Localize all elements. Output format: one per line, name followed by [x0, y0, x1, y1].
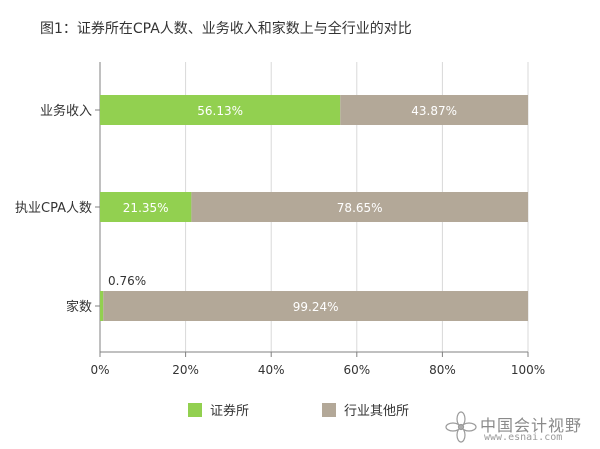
- flower-icon: [445, 411, 477, 443]
- data-label: 56.13%: [197, 104, 243, 118]
- data-label: 21.35%: [123, 201, 169, 215]
- legend-swatch: [188, 403, 202, 417]
- x-tick-label: 40%: [258, 363, 285, 377]
- watermark-url: www.esnai.com: [484, 432, 563, 443]
- data-label: 0.76%: [108, 274, 146, 288]
- bar-segment: [100, 291, 104, 321]
- data-label: 99.24%: [293, 300, 339, 314]
- category-label: 家数: [66, 299, 92, 315]
- category-label: 执业CPA人数: [15, 201, 92, 216]
- legend-label: 证券所: [210, 403, 249, 419]
- bar-segment: [100, 95, 341, 125]
- data-labels: 56.13% 43.87% 21.35% 78.65% 0.76% 99.24%: [108, 104, 457, 314]
- category-label: 业务收入: [40, 103, 92, 119]
- data-label: 78.65%: [337, 201, 383, 215]
- watermark-name: 中国会计视野: [480, 416, 583, 435]
- bar-segment: [340, 95, 528, 125]
- bars: [100, 95, 529, 321]
- bar-segment: [103, 291, 528, 321]
- legend-label: 行业其他所: [344, 404, 409, 419]
- legend: 证券所 行业其他所: [188, 403, 409, 419]
- x-tick-label: 100%: [511, 363, 545, 377]
- x-tick-label: 80%: [429, 363, 456, 377]
- x-tick-label: 20%: [172, 363, 199, 377]
- bar-segment: [191, 192, 529, 222]
- x-tick-label: 0%: [90, 363, 109, 377]
- watermark-logo: 中国会计视野 www.esnai.com: [444, 410, 594, 446]
- legend-swatch: [322, 403, 336, 417]
- chart-title: 图1：证券所在CPA人数、业务收入和家数上与全行业的对比: [40, 21, 412, 37]
- x-tick-label: 60%: [343, 363, 370, 377]
- bar-segment: [100, 192, 192, 222]
- data-label: 43.87%: [411, 104, 457, 118]
